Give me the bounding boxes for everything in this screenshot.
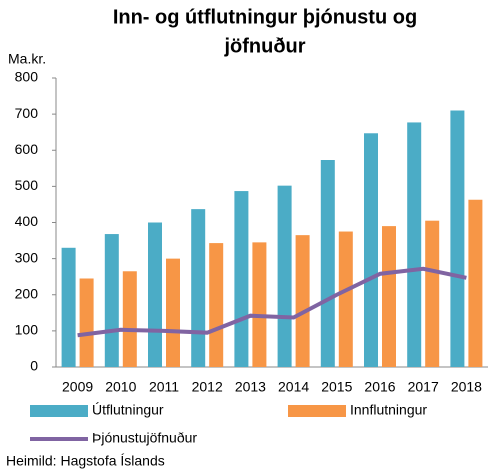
bar (191, 209, 206, 367)
y-tick-label: 700 (15, 105, 39, 121)
x-tick-label: 2018 (451, 379, 482, 395)
y-tick-label: 100 (15, 322, 39, 338)
legend-label: Útflutningur (92, 402, 164, 418)
x-tick-label: 2017 (408, 379, 439, 395)
y-tick-label: 600 (15, 141, 39, 157)
bar (382, 226, 396, 367)
y-tick-label: 800 (15, 69, 39, 85)
bar (277, 185, 292, 367)
bar (122, 271, 137, 367)
y-tick-label: 0 (30, 358, 38, 374)
bar (148, 222, 162, 367)
source: Heimild: Hagstofa Íslands (6, 453, 165, 469)
bar (295, 235, 310, 367)
bar (252, 242, 267, 367)
y-tick-label: 500 (15, 177, 39, 193)
x-tick-label: 2016 (364, 379, 395, 395)
y-tick-label: 400 (15, 213, 39, 229)
line (77, 266, 467, 338)
bar (407, 122, 422, 367)
bar (364, 133, 378, 367)
bar (338, 231, 353, 367)
bar (425, 220, 440, 367)
bar (166, 258, 180, 367)
y-tick-label: 200 (15, 285, 39, 301)
x-tick-label: 2015 (321, 379, 352, 395)
x-tick-label: 2013 (235, 379, 266, 395)
chart-title: Inn- og útflutningur þjónustu og (113, 6, 417, 28)
y-axis-label: Ma.kr. (8, 51, 46, 67)
x-tick-label: 2011 (149, 379, 179, 395)
legend-label: Innflutningur (350, 402, 427, 418)
y-tick-label: 300 (15, 249, 39, 265)
legend-label: Þjónustujöfnuður (92, 430, 197, 446)
bar (320, 160, 335, 367)
bar (450, 110, 465, 367)
legend-swatch (30, 405, 88, 417)
bar (79, 278, 94, 367)
bar (468, 199, 483, 367)
x-tick-label: 2009 (62, 379, 93, 395)
legend-swatch (288, 405, 346, 417)
bar (209, 243, 224, 367)
x-tick-label: 2014 (278, 379, 309, 395)
bar (104, 234, 119, 367)
x-tick-label: 2012 (192, 379, 223, 395)
x-tick-label: 2010 (105, 379, 136, 395)
bar (234, 191, 249, 367)
bar (61, 247, 76, 367)
chart-title: jöfnuður (223, 35, 305, 57)
